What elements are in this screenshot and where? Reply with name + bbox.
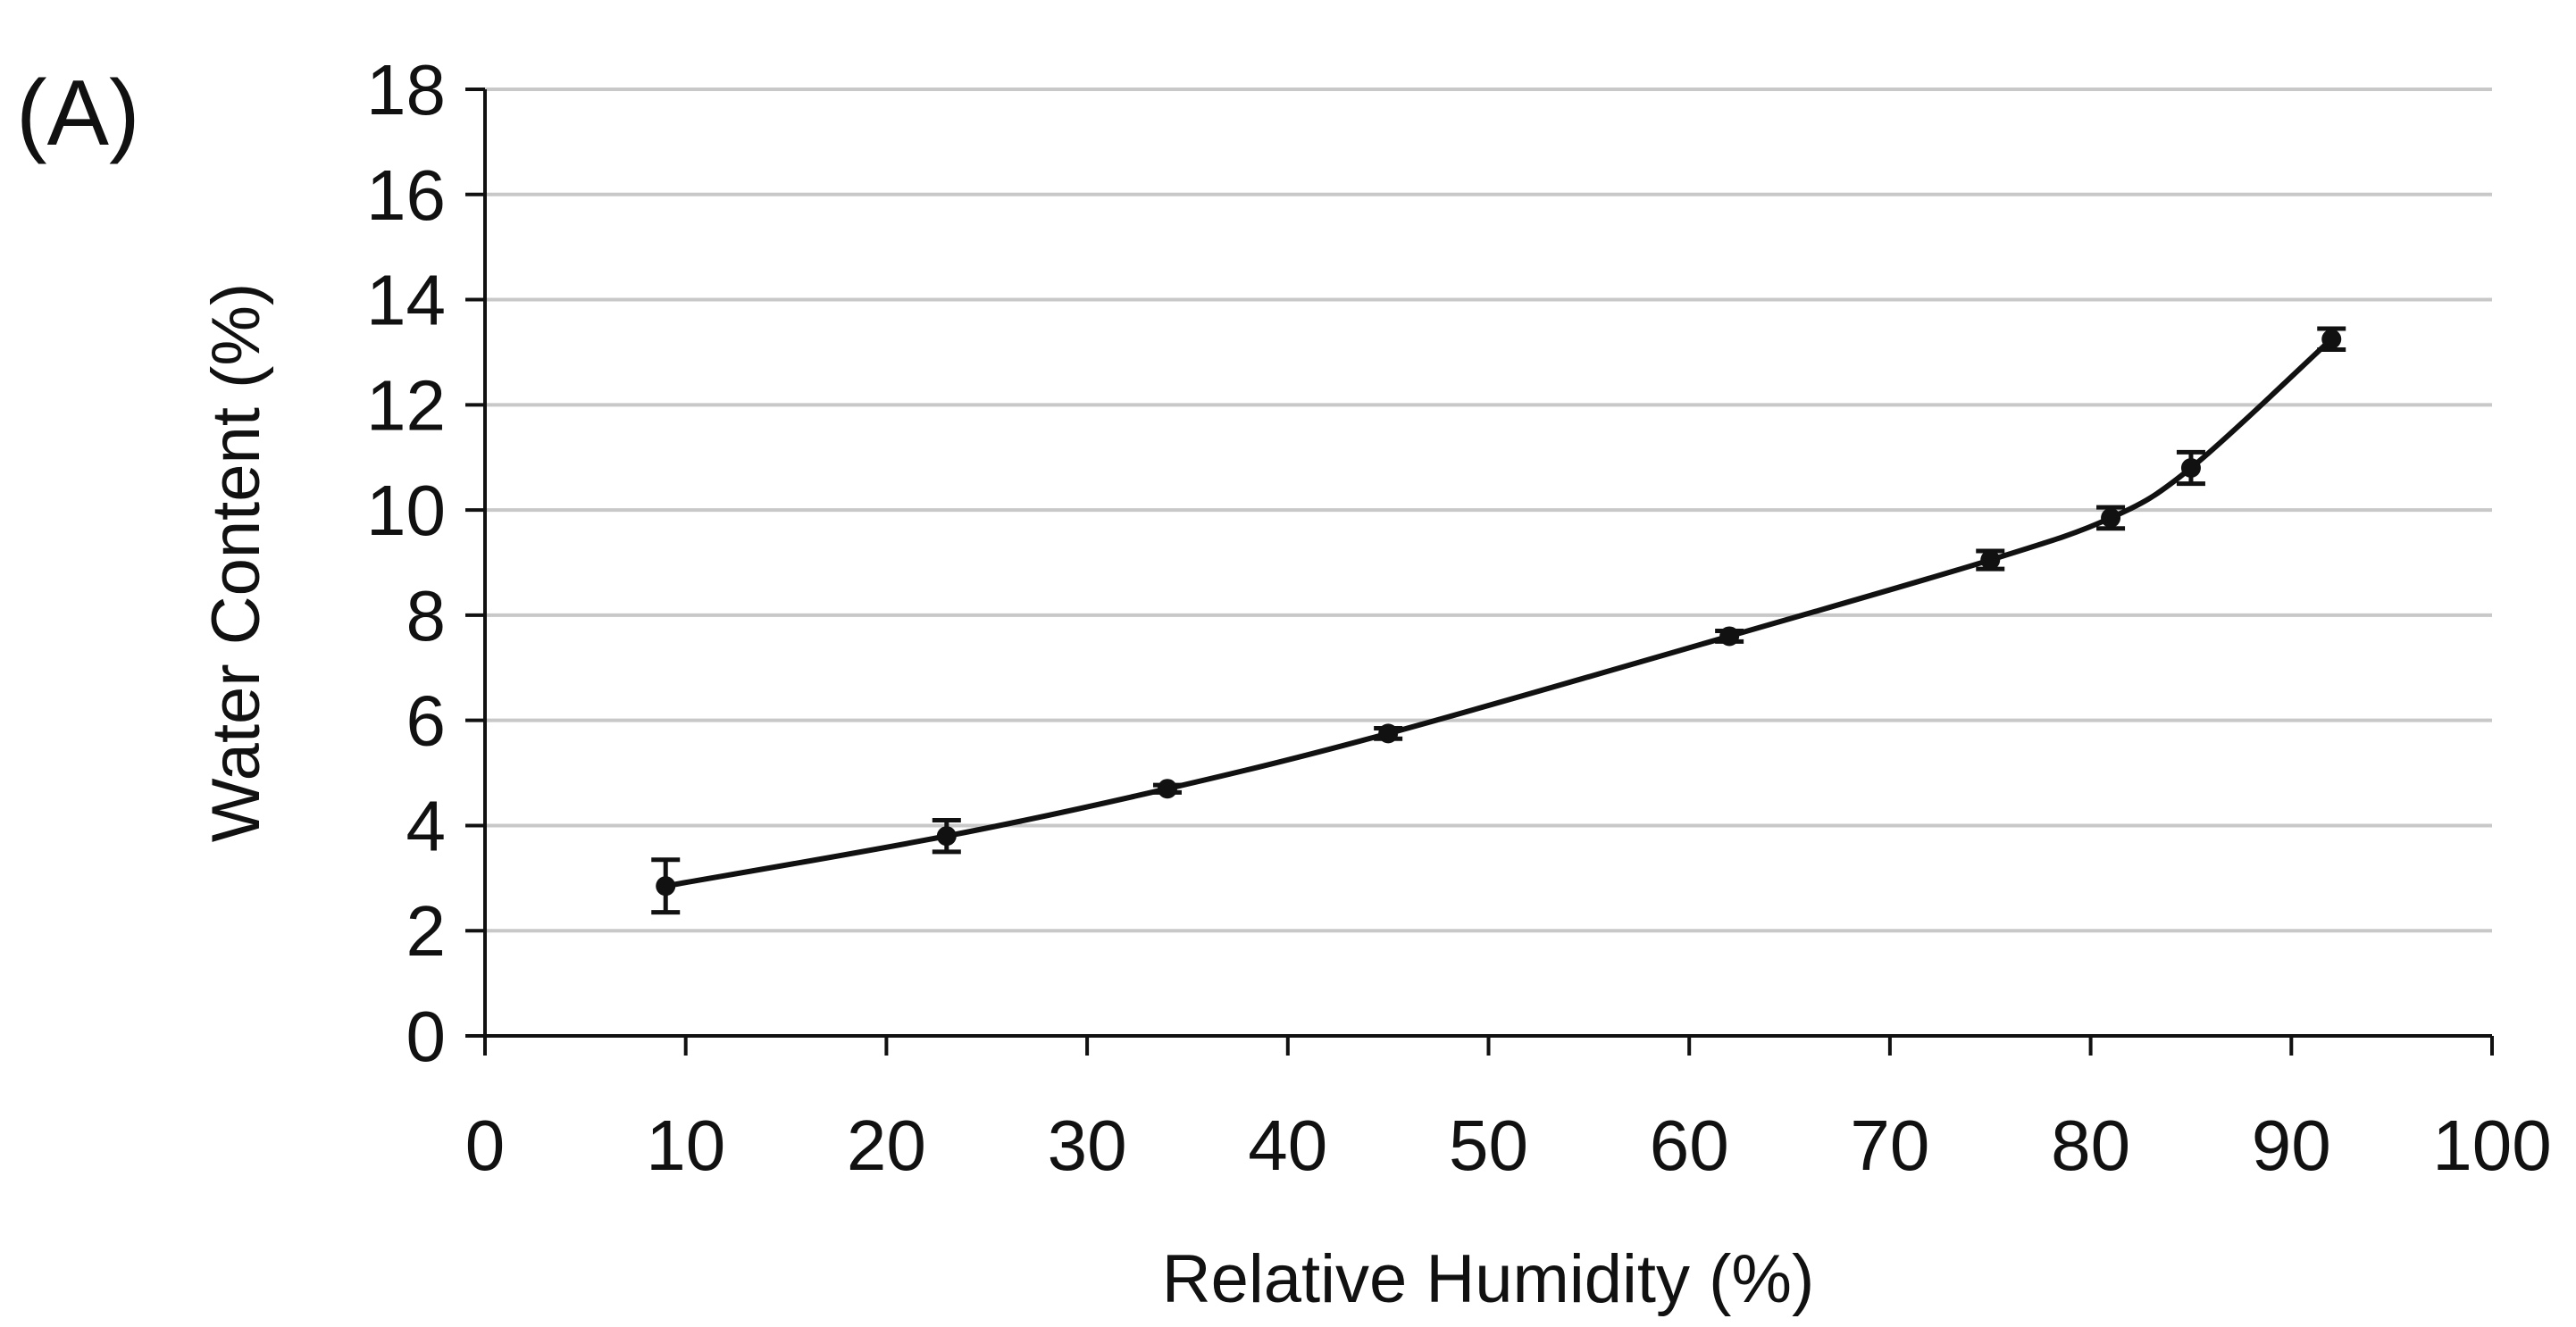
y-tick-label-12: 12 <box>366 365 446 445</box>
y-axis-label: Water Content (%) <box>198 283 274 842</box>
x-tick-label-70: 70 <box>1850 1106 1929 1185</box>
x-tick-label-40: 40 <box>1248 1106 1327 1185</box>
data-point-9 <box>656 876 676 897</box>
y-tick-label-18: 18 <box>366 50 446 129</box>
grid-lines <box>485 88 2492 933</box>
data-point-34 <box>1157 779 1177 799</box>
data-point-23 <box>936 826 957 847</box>
data-point-85 <box>2180 458 2201 478</box>
axes <box>483 89 2492 1038</box>
x-tick-label-60: 60 <box>1650 1106 1729 1185</box>
y-tick-label-10: 10 <box>366 471 446 550</box>
y-tick-label-4: 4 <box>406 786 447 865</box>
x-tick-label-10: 10 <box>646 1106 725 1185</box>
x-tick-label-20: 20 <box>847 1106 926 1185</box>
x-axis-label: Relative Humidity (%) <box>1162 1241 1815 1317</box>
x-tick-label-50: 50 <box>1449 1106 1528 1185</box>
series-line-0 <box>665 337 2334 889</box>
y-axis-ticks: 0 2 4 6 8 10 12 14 16 18 <box>366 50 485 1076</box>
panel-label: (A) <box>16 62 140 165</box>
x-tick-label-90: 90 <box>2252 1106 2331 1185</box>
data-point-92 <box>2321 329 2342 349</box>
y-tick-label-2: 2 <box>406 891 447 971</box>
y-tick-label-0: 0 <box>406 997 447 1076</box>
y-tick-label-16: 16 <box>366 155 446 235</box>
y-tick-label-6: 6 <box>406 681 447 761</box>
x-tick-label-80: 80 <box>2051 1106 2130 1185</box>
data-point-75 <box>1980 550 2001 571</box>
x-tick-label-100: 100 <box>2432 1106 2551 1185</box>
data-point-62 <box>1719 626 1740 647</box>
data-point-81 <box>2101 507 2121 528</box>
data-point-45 <box>1378 723 1399 744</box>
y-tick-label-8: 8 <box>406 576 447 655</box>
x-tick-label-0: 0 <box>465 1106 506 1185</box>
series <box>651 326 2346 915</box>
y-tick-label-14: 14 <box>366 261 446 340</box>
x-axis-ticks: 0 10 20 30 40 50 60 70 80 90 100 <box>465 1036 2552 1185</box>
x-tick-label-30: 30 <box>1048 1106 1127 1185</box>
